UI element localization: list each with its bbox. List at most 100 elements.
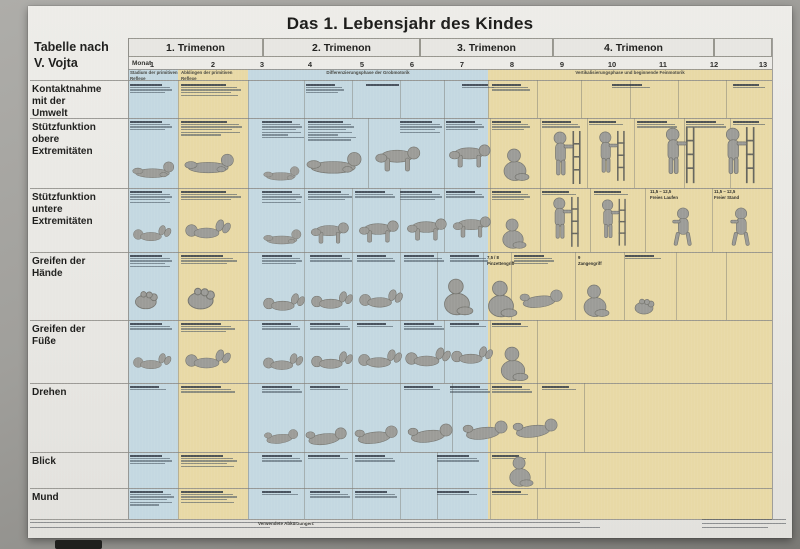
cell-divider xyxy=(352,188,353,252)
cell-text-line xyxy=(308,139,352,141)
cell-text xyxy=(492,323,532,328)
cell-text-line xyxy=(306,92,338,94)
cell-divider xyxy=(400,252,401,320)
cell-text xyxy=(262,191,304,204)
cell-divider xyxy=(400,320,401,383)
cell-text xyxy=(308,455,352,460)
cell-text-line xyxy=(308,457,348,460)
cell-text-line xyxy=(404,388,440,391)
cell-divider xyxy=(678,80,679,118)
baby-figure xyxy=(308,222,352,246)
month-number: 9 xyxy=(559,59,565,69)
cell-text-line xyxy=(514,255,545,257)
cell-text-line xyxy=(308,193,350,196)
cell-text xyxy=(262,386,304,394)
cell-divider xyxy=(584,383,585,452)
baby-figure xyxy=(597,198,627,247)
cell-text xyxy=(130,491,176,507)
cell-text-line xyxy=(357,257,393,260)
cell-text-line xyxy=(446,129,478,131)
cell-divider xyxy=(178,118,179,188)
cell-divider xyxy=(248,320,249,383)
cell-text-line xyxy=(450,257,486,260)
cell-text-line xyxy=(181,257,234,260)
cell-text-line xyxy=(308,131,353,133)
cell-text-line xyxy=(130,89,173,91)
cell-text-line xyxy=(181,386,222,388)
baby-figure xyxy=(132,352,174,370)
cell-text-line xyxy=(262,263,296,265)
cell-text-line xyxy=(450,325,486,328)
cell-text-line xyxy=(589,121,617,123)
cell-text-line xyxy=(492,89,531,91)
cell-divider xyxy=(684,118,685,188)
cell-text-line xyxy=(181,460,237,462)
cell-text-line xyxy=(262,460,303,462)
cell-divider xyxy=(726,252,727,320)
cell-text xyxy=(437,455,481,463)
month-number: 6 xyxy=(409,59,415,69)
cell-text xyxy=(437,491,481,496)
cell-text-line xyxy=(612,84,643,86)
cell-text xyxy=(492,491,532,496)
cell-text-line xyxy=(130,123,170,126)
cell-text-line xyxy=(310,496,351,498)
cell-text xyxy=(446,191,486,199)
phase-label: Abklingen der primitiven Reflexe xyxy=(181,70,233,81)
cell-text-line xyxy=(492,455,520,457)
cell-text-line xyxy=(446,196,485,198)
baby-figure xyxy=(517,288,565,310)
cell-text-line xyxy=(181,199,231,201)
cell-text-line xyxy=(308,455,340,457)
baby-figure xyxy=(132,224,174,242)
cell-text-line xyxy=(130,323,162,325)
cell-text-line xyxy=(355,493,395,496)
cell-text-line xyxy=(262,131,301,133)
cell-divider xyxy=(352,452,353,488)
cell-text-line xyxy=(446,191,475,193)
cell-text-line xyxy=(437,457,477,460)
cell-text-line xyxy=(310,386,341,388)
table-line xyxy=(30,383,772,384)
baby-figure xyxy=(263,165,301,181)
cell-divider xyxy=(248,383,249,452)
cell-text-line xyxy=(542,191,570,193)
cell-text-line xyxy=(262,457,300,460)
month-number: 8 xyxy=(509,59,515,69)
table-line xyxy=(30,519,772,520)
baby-figure xyxy=(184,218,234,240)
month-number: 11 xyxy=(659,59,667,69)
table-line xyxy=(128,38,129,519)
cell-text-line xyxy=(625,255,654,257)
cell-text-line xyxy=(594,193,629,196)
cell-divider xyxy=(511,252,512,320)
cell-text-line xyxy=(181,196,241,198)
cell-text-line xyxy=(492,193,528,196)
abbreviations-line xyxy=(300,526,600,528)
cell-divider xyxy=(444,80,445,118)
cell-text-line xyxy=(637,123,675,126)
phase-band xyxy=(488,69,772,519)
cell-text-line xyxy=(542,123,578,126)
table-line xyxy=(30,80,772,81)
cell-text-line xyxy=(492,129,524,131)
cell-text-line xyxy=(130,260,173,262)
milestone-caption: 11,5 – 12,5 Freier Stand xyxy=(714,189,739,200)
cell-divider xyxy=(352,383,353,452)
cell-text xyxy=(612,84,654,89)
cell-divider xyxy=(581,80,582,118)
cell-text-line xyxy=(437,460,480,462)
cell-text-line xyxy=(181,331,226,333)
publisher-line xyxy=(702,527,768,529)
abbreviations-line xyxy=(312,522,580,524)
cell-text-line xyxy=(589,123,624,126)
vojta-poster: Das 1. Lebensjahr des Kindes Tabelle nac… xyxy=(28,6,792,538)
cell-text-line xyxy=(446,193,482,196)
cell-text-line xyxy=(404,323,435,325)
cell-divider xyxy=(178,252,179,320)
baby-figure xyxy=(306,150,364,175)
cell-text-line xyxy=(181,129,233,131)
cell-text-line xyxy=(437,493,477,496)
cell-text-line xyxy=(130,201,171,203)
cell-divider xyxy=(483,252,484,320)
